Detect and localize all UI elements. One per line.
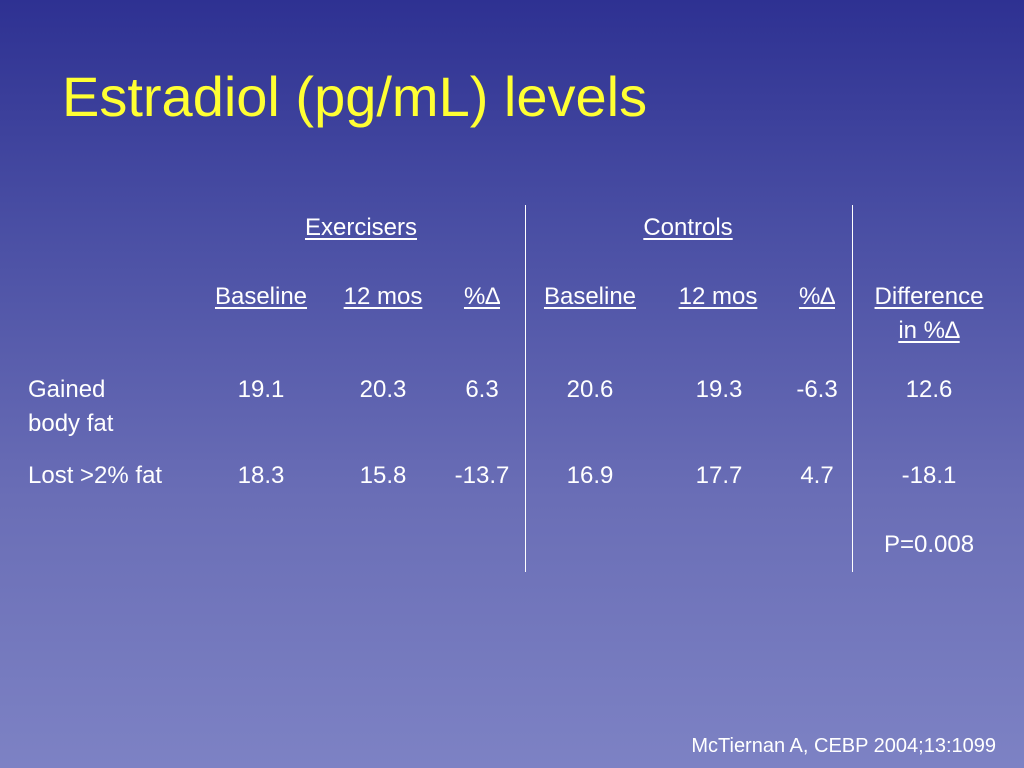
col-header-controls-12mos: 12 mos <box>678 283 758 310</box>
cell-controls-baseline: 20.6 <box>566 376 614 403</box>
cell-controls-12mos: 17.7 <box>695 462 743 489</box>
cell-exercisers-baseline: 19.1 <box>237 376 285 403</box>
group-header-exercisers: Exercisers <box>304 214 418 241</box>
col-header-difference-line2: in %∆ <box>898 317 960 344</box>
col-header-difference-line1: Difference <box>874 283 984 310</box>
col-header-controls-baseline: Baseline <box>543 283 637 310</box>
p-value: P=0.008 <box>883 531 975 558</box>
slide-title: Estradiol (pg/mL) levels <box>62 65 648 128</box>
row-label-line1: Lost >2% fat <box>28 462 163 489</box>
col-header-controls-pct-change: %∆ <box>798 283 836 310</box>
cell-exercisers-baseline: 18.3 <box>237 462 285 489</box>
cell-controls-pct-change: -6.3 <box>796 376 838 403</box>
column-divider-controls-difference <box>852 205 853 572</box>
row-label-line1: Gained <box>28 376 106 403</box>
cell-difference: 12.6 <box>905 376 953 403</box>
column-divider-exercisers-controls <box>525 205 526 572</box>
col-header-exercisers-pct-change: %∆ <box>463 283 501 310</box>
cell-exercisers-pct-change: -13.7 <box>454 462 510 489</box>
row-label-line2: body fat <box>28 410 114 437</box>
citation: McTiernan A, CEBP 2004;13:1099 <box>691 735 996 757</box>
cell-exercisers-12mos: 20.3 <box>359 376 407 403</box>
cell-exercisers-pct-change: 6.3 <box>465 376 499 403</box>
cell-difference: -18.1 <box>901 462 957 489</box>
cell-controls-baseline: 16.9 <box>566 462 614 489</box>
cell-exercisers-12mos: 15.8 <box>359 462 407 489</box>
cell-controls-pct-change: 4.7 <box>800 462 834 489</box>
group-header-controls: Controls <box>643 214 733 241</box>
col-header-exercisers-12mos: 12 mos <box>343 283 423 310</box>
cell-controls-12mos: 19.3 <box>695 376 743 403</box>
col-header-exercisers-baseline: Baseline <box>214 283 308 310</box>
